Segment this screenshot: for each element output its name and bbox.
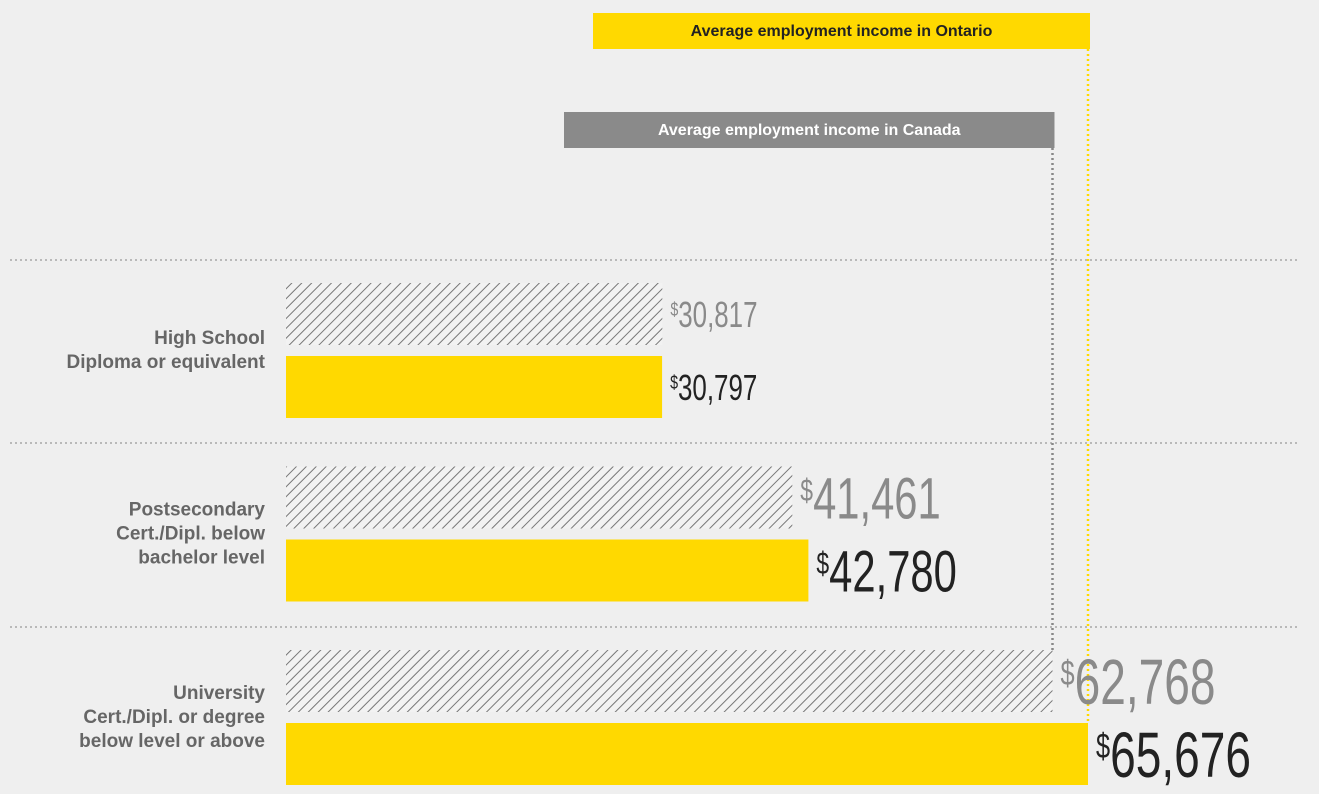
legend-box bbox=[593, 13, 1090, 49]
bar bbox=[286, 650, 1053, 712]
bar bbox=[286, 539, 809, 602]
legend-label: Average employment income in Ontario bbox=[691, 23, 993, 40]
category-label: Postsecondary Cert./Dipl. below bachelor l… bbox=[116, 500, 265, 569]
value-label: $65,676 bbox=[1096, 720, 1251, 791]
value-label: $41,461 bbox=[800, 466, 940, 531]
category-label: University Cert./Dipl. or degree below lev… bbox=[79, 683, 265, 752]
bar bbox=[286, 723, 1088, 785]
bar bbox=[286, 466, 793, 529]
category-label: High School Diploma or equivalent bbox=[67, 328, 266, 373]
value-label: $42,780 bbox=[816, 539, 956, 604]
bar bbox=[286, 283, 663, 345]
value-label: $30,817 bbox=[670, 295, 757, 335]
bar bbox=[286, 356, 663, 418]
legend-box bbox=[564, 112, 1055, 148]
value-label: $30,797 bbox=[670, 368, 757, 408]
legend-label: Average employment income in Canada bbox=[658, 122, 961, 139]
value-label: $62,768 bbox=[1060, 647, 1215, 718]
